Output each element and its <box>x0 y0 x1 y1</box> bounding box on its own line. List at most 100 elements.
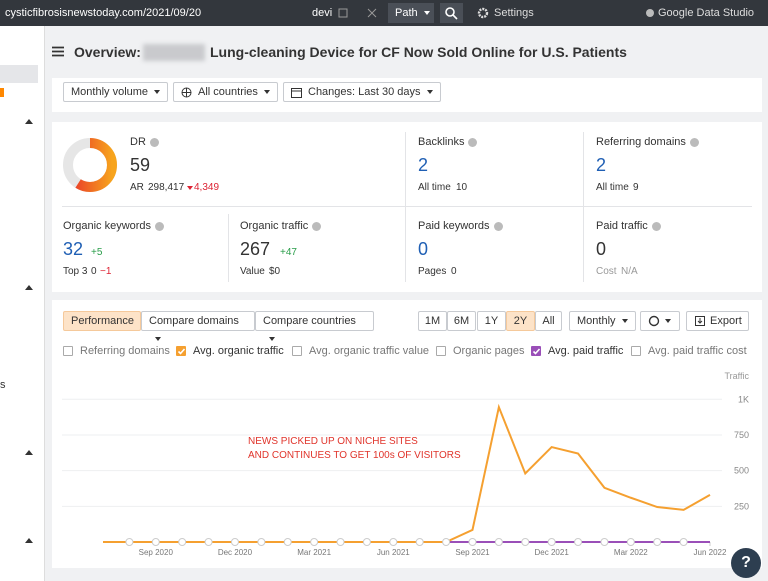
checkbox-label[interactable]: Avg. paid traffic <box>548 345 624 357</box>
period-button[interactable]: All <box>535 311 562 331</box>
sub-value[interactable]: 0 <box>91 266 97 277</box>
period-button[interactable]: 1Y <box>477 311 506 331</box>
page-title: Lung-cleaning Device for CF Now Sold Onl… <box>210 44 627 60</box>
point-marker <box>653 538 662 546</box>
url-icons[interactable] <box>338 7 378 19</box>
sub-label: Cost <box>596 266 617 277</box>
granularity-button[interactable]: Monthly <box>569 311 636 331</box>
help-button[interactable]: ? <box>731 548 761 578</box>
point-marker <box>547 538 556 546</box>
y-tick-label: 250 <box>734 501 749 511</box>
sidebar-active-item[interactable] <box>0 65 38 83</box>
metric-value[interactable]: 0 <box>418 239 429 259</box>
checkbox[interactable] <box>531 346 541 356</box>
point-marker <box>336 538 345 546</box>
y-tick-label: 500 <box>734 466 749 476</box>
comment-button[interactable] <box>640 311 680 331</box>
filter-label: All countries <box>198 86 258 98</box>
search-button[interactable] <box>440 3 463 23</box>
sub-change: −1 <box>100 266 112 277</box>
metric-value[interactable]: 2 <box>418 155 429 175</box>
export-icon <box>695 316 705 326</box>
checkbox-label[interactable]: Avg. organic traffic <box>193 345 284 357</box>
checkbox-label[interactable]: Avg. paid traffic cost <box>648 345 747 357</box>
metric-label: Organic keywords <box>63 220 165 232</box>
menu-icon[interactable] <box>52 46 64 57</box>
sub-label: Top 3 <box>63 266 88 277</box>
tab-button[interactable]: Compare countries <box>255 311 374 342</box>
data-studio-link[interactable]: Google Data Studio <box>658 7 755 19</box>
y-axis-label: Traffic <box>724 371 749 381</box>
point-marker <box>626 538 635 546</box>
point-marker <box>178 538 187 546</box>
filter-label: Monthly volume <box>71 86 149 98</box>
point-marker <box>230 538 239 546</box>
path-button[interactable]: Path <box>388 3 434 23</box>
checkbox[interactable] <box>436 346 446 356</box>
point-marker <box>415 538 424 546</box>
checkbox[interactable] <box>176 346 186 356</box>
sidebar-marker <box>0 88 4 97</box>
tab-label: Compare domains <box>149 315 239 327</box>
globe-icon <box>181 87 192 98</box>
checkbox[interactable] <box>63 346 73 356</box>
sub-label: All time <box>596 182 629 193</box>
tab-label: Compare countries <box>263 315 356 327</box>
dr-donut <box>63 138 117 192</box>
settings-icon <box>477 7 489 19</box>
ar-label: AR <box>130 182 144 193</box>
country-filter[interactable]: All countries <box>173 82 278 102</box>
point-marker <box>442 538 451 546</box>
x-tick-label: Mar 2022 <box>614 548 648 557</box>
url-input[interactable]: cysticfibrosisnewstoday.com/2021/09/20 <box>5 7 202 19</box>
point-marker <box>389 538 398 546</box>
x-tick-label: Dec 2021 <box>535 548 570 557</box>
changes-filter[interactable]: Changes: Last 30 days <box>283 82 441 102</box>
metric-label: Backlinks <box>418 136 478 148</box>
tab-button[interactable]: Compare domains <box>141 311 255 342</box>
metric-value: 0 <box>596 239 607 259</box>
metric-label: DR <box>130 136 159 148</box>
sub-value[interactable]: 0 <box>451 266 457 277</box>
series-line <box>103 403 711 543</box>
checkbox-label[interactable]: Avg. organic traffic value <box>309 345 430 357</box>
export-button[interactable]: Export <box>686 311 749 331</box>
y-tick-label: 1K <box>738 394 749 404</box>
x-tick-label: Dec 2020 <box>218 548 253 557</box>
sub-label: All time <box>418 182 451 193</box>
comment-icon <box>648 315 671 327</box>
point-marker <box>600 538 609 546</box>
data-studio-icon <box>646 9 654 17</box>
period-button[interactable]: 6M <box>447 311 476 331</box>
sub-value: 9 <box>633 182 639 193</box>
mode-input[interactable]: devi <box>312 7 333 19</box>
period-button[interactable]: 2Y <box>506 311 535 331</box>
point-marker <box>494 538 503 546</box>
sidebar <box>0 26 45 581</box>
checkbox[interactable] <box>292 346 302 356</box>
tab-label: Performance <box>71 315 134 327</box>
point-marker <box>257 538 266 546</box>
metric-value[interactable]: 32 <box>63 239 84 259</box>
point-marker <box>310 538 319 546</box>
settings-link[interactable]: Settings <box>494 7 534 19</box>
ar-value[interactable]: 298,417 <box>148 182 185 193</box>
point-marker <box>283 538 292 546</box>
x-tick-label: Sep 2021 <box>455 548 490 557</box>
checkbox-label[interactable]: Organic pages <box>453 345 525 357</box>
metric-value[interactable]: 2 <box>596 155 607 175</box>
annotation: NEWS PICKED UP ON NICHE SITES <box>248 436 418 447</box>
x-tick-label: Sep 2020 <box>139 548 174 557</box>
checkbox[interactable] <box>631 346 641 356</box>
tab-button[interactable]: Performance <box>63 311 141 331</box>
filter-label: Changes: Last 30 days <box>308 86 421 98</box>
sub-value: 10 <box>456 182 468 193</box>
checkbox-label[interactable]: Referring domains <box>80 345 170 357</box>
period-button[interactable]: 1M <box>418 311 447 331</box>
volume-filter[interactable]: Monthly volume <box>63 82 169 102</box>
y-tick-label: 750 <box>734 430 749 440</box>
point-marker <box>679 538 688 546</box>
